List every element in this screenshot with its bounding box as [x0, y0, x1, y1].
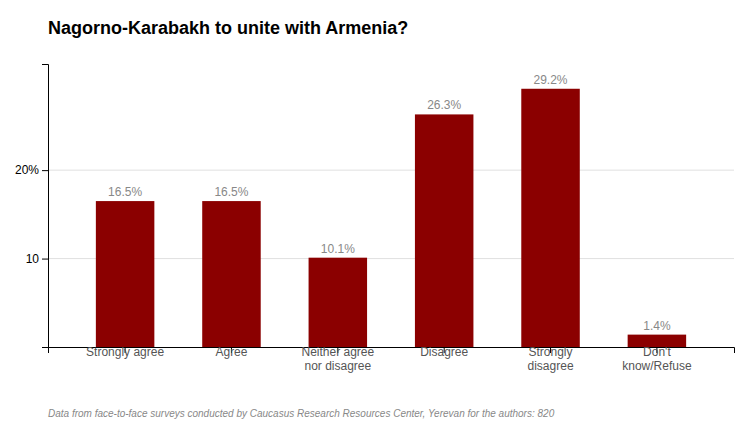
- data-label: 1.4%: [643, 319, 671, 333]
- x-tick: Strongly agree: [86, 345, 164, 359]
- x-tick: Stronglydisagree: [528, 345, 574, 373]
- y-tick: 20%: [15, 163, 48, 177]
- data-labels: 16.5% 16.5% 10.1% 26.3% 29.2% 1.4%: [108, 73, 671, 333]
- bar: [521, 89, 579, 347]
- x-tick-label: Agree: [215, 345, 247, 359]
- y-axis-line: [42, 65, 49, 348]
- bar: [309, 258, 367, 347]
- x-tick-label: Neither agreenor disagree: [301, 345, 374, 373]
- chart: Nagorno-Karabakh to unite with Armenia? 1…: [0, 0, 754, 425]
- x-tick: Agree: [215, 345, 247, 359]
- data-label: 10.1%: [321, 242, 355, 256]
- x-tick-label: Don'tknow/Refuse: [622, 345, 692, 373]
- data-label: 16.5%: [214, 185, 248, 199]
- x-axis: Strongly agree Agree Neither agreenor disa…: [49, 345, 735, 373]
- data-label: 29.2%: [534, 73, 568, 87]
- x-tick: Disagree: [420, 345, 468, 359]
- data-label: 16.5%: [108, 185, 142, 199]
- y-tick-label: 10: [26, 252, 40, 266]
- plot: 10 20% Strongly agree Agree Neither agreenor…: [15, 65, 735, 373]
- y-tick-mark: [42, 259, 48, 260]
- x-tick-label: Disagree: [420, 345, 468, 359]
- bar: [96, 201, 154, 347]
- bar: [202, 201, 260, 347]
- title: Nagorno-Karabakh to unite with Armenia?: [48, 18, 408, 38]
- y-axis: 10 20%: [15, 65, 49, 348]
- footnote: Data from face-to-face surveys conducted…: [48, 408, 555, 419]
- y-tick-label: 20%: [15, 163, 39, 177]
- x-tick-label: Strongly agree: [86, 345, 164, 359]
- data-label: 26.3%: [427, 98, 461, 112]
- y-tick-mark: [42, 170, 48, 171]
- x-tick-label: Stronglydisagree: [528, 345, 574, 373]
- grid-line: [48, 170, 734, 171]
- y-tick: 10: [26, 252, 48, 266]
- bars: [96, 89, 686, 347]
- x-tick: Neither agreenor disagree: [301, 345, 374, 373]
- bar: [415, 114, 473, 347]
- x-tick: Don'tknow/Refuse: [622, 345, 692, 373]
